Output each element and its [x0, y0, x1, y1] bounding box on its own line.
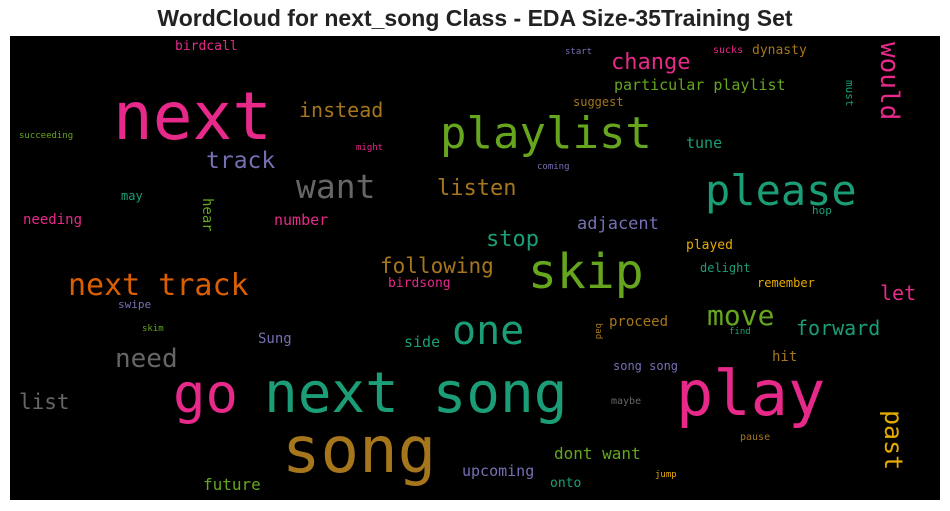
word-dont-want: dont want [554, 444, 641, 463]
word-birdcall: birdcall [175, 39, 238, 54]
word-proceed: proceed [609, 314, 669, 330]
word-bad: bad [593, 323, 603, 340]
word-hop: hop [812, 204, 832, 217]
word-track: track [206, 148, 276, 174]
word-start: start [565, 47, 593, 57]
word-may: may [121, 189, 143, 203]
word-song: song [282, 414, 437, 488]
word-change: change [611, 50, 691, 75]
word-need: need [115, 344, 178, 374]
word-following: following [380, 254, 494, 278]
word-maybe: maybe [611, 396, 642, 407]
word-please: please [705, 166, 857, 215]
word-onto: onto [550, 476, 582, 491]
word-go: go [173, 362, 239, 425]
word-succeeding: succeeding [19, 131, 74, 141]
word-adjacent: adjacent [577, 214, 659, 234]
word-want: want [296, 167, 376, 206]
word-past: past [879, 410, 908, 471]
word-might: might [356, 143, 384, 153]
word-coming: coming [537, 162, 570, 172]
word-playlist: playlist [440, 108, 652, 159]
word-forward: forward [796, 316, 881, 340]
word-listen: listen [437, 176, 517, 201]
word-dynasty: dynasty [752, 43, 807, 58]
word-remember: remember [757, 276, 815, 290]
word-needing: needing [23, 212, 83, 228]
word-tune: tune [686, 134, 723, 152]
word-must: must [843, 80, 856, 107]
word-stop: stop [486, 227, 539, 252]
word-hit: hit [772, 349, 798, 365]
word-cloud: birdcall start sucks dynasty change would must… [10, 36, 940, 500]
word-list: list [19, 390, 70, 414]
word-skip: skip [528, 244, 644, 300]
word-let: let [880, 281, 917, 305]
word-find: find [729, 327, 751, 337]
word-birdsong: birdsong [388, 276, 451, 291]
word-instead: instead [299, 98, 384, 122]
word-next: next [113, 78, 272, 155]
word-move: move [707, 299, 775, 332]
word-number: number [274, 211, 329, 229]
word-played: played [686, 238, 733, 253]
word-hear: hear [199, 198, 215, 232]
word-side: side [404, 333, 441, 351]
word-particular-playlist: particular playlist [614, 76, 786, 94]
word-upcoming: upcoming [462, 462, 535, 480]
word-sucks: sucks [713, 45, 744, 56]
word-next-song: next song [264, 361, 568, 426]
word-one: one [452, 308, 525, 354]
word-delight: delight [700, 261, 751, 275]
word-jump: jump [655, 470, 677, 480]
word-future: future [203, 475, 261, 494]
word-swipe: swipe [118, 298, 152, 311]
word-pause: pause [740, 432, 771, 443]
word-sung: Sung [258, 331, 292, 347]
word-suggest: suggest [573, 95, 624, 109]
word-next-track: next track [68, 268, 249, 303]
word-song-song: song song [613, 359, 679, 373]
word-play: play [676, 357, 826, 430]
word-skim: skim [142, 324, 164, 334]
word-would: would [874, 42, 904, 121]
chart-title: WordCloud for next_song Class - EDA Size… [157, 5, 793, 31]
